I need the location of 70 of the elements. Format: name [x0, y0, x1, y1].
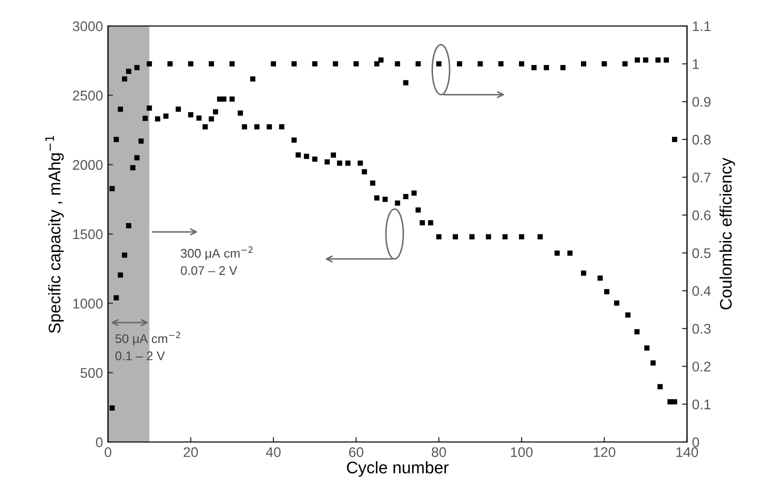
- y-tick-label: 2000: [72, 160, 103, 170]
- y2-tick-label: 0.6: [692, 210, 711, 220]
- point: [126, 68, 132, 74]
- point: [208, 61, 214, 66]
- y2-tick-label: 1: [692, 59, 699, 69]
- point: [394, 61, 400, 66]
- point: [378, 57, 384, 63]
- y-axis-title: Specific capacity , mAhg$^{−1}$: [45, 136, 64, 333]
- point: [403, 80, 408, 86]
- point: [416, 61, 421, 66]
- point: [312, 61, 318, 66]
- y2-tick-label: 0.2: [692, 362, 710, 372]
- point: [602, 61, 607, 66]
- point: [270, 61, 276, 66]
- point: [374, 61, 380, 66]
- y2-tick-label: 0.8: [692, 134, 711, 145]
- y-tick-label: 1500: [73, 229, 103, 240]
- x-tick-label: 40: [266, 447, 281, 458]
- point: [581, 61, 586, 66]
- point: [114, 136, 119, 142]
- point: [498, 61, 504, 66]
- x-tick-label: 120: [594, 447, 616, 458]
- point: [518, 61, 524, 66]
- point: [655, 57, 661, 63]
- y-tick-label: 0: [96, 437, 103, 448]
- point: [354, 61, 359, 66]
- y2-tick-label: 0: [692, 437, 700, 448]
- point: [664, 57, 669, 63]
- point: [292, 61, 297, 66]
- y-tick-label: 1000: [73, 298, 103, 309]
- x-axis-title: Cycle number: [346, 461, 449, 477]
- x-tick-label: 20: [184, 447, 198, 458]
- point: [622, 61, 628, 66]
- point: [110, 186, 115, 192]
- point: [229, 61, 235, 66]
- point: [456, 61, 462, 66]
- point: [118, 106, 124, 112]
- point: [531, 65, 537, 70]
- y2-tick-label: 0.5: [692, 248, 711, 258]
- point: [167, 61, 173, 66]
- y2-tick-label: 1.1: [692, 21, 710, 32]
- y2-axis-title: Coulombic efficiency: [720, 158, 736, 310]
- x-tick-label: 0: [104, 447, 112, 458]
- point: [560, 65, 566, 70]
- point: [146, 61, 152, 66]
- y-tick-label: 3000: [72, 21, 103, 32]
- x-tick-label: 60: [349, 447, 364, 458]
- x-tick-label: 80: [432, 447, 446, 458]
- point: [643, 57, 648, 63]
- y-tick-label: 500: [80, 368, 103, 378]
- point: [250, 76, 256, 82]
- point: [122, 76, 128, 82]
- point: [436, 61, 442, 66]
- point: [188, 61, 194, 66]
- x-tick-label: 100: [511, 447, 533, 458]
- y2-tick-label: 0.1: [692, 400, 710, 410]
- y2-tick-label: 0.4: [692, 286, 711, 296]
- y2-tick-label: 0.9: [692, 96, 711, 107]
- point: [672, 136, 678, 142]
- y2-tick-label: 0.7: [692, 172, 710, 182]
- y2-tick-label: 0.3: [692, 324, 711, 334]
- point: [544, 65, 549, 70]
- text: 300 μA cm$^{−2}$ 0.07 – 2 V: [180, 246, 253, 275]
- text: 50 μA cm$^{−2}$ 0.1 – 2 V: [115, 332, 180, 360]
- point: [478, 61, 483, 66]
- point: [332, 61, 338, 66]
- y-tick-label: 2500: [72, 90, 103, 101]
- x-tick-label: 140: [676, 447, 698, 458]
- point: [134, 65, 140, 70]
- point: [634, 57, 640, 63]
